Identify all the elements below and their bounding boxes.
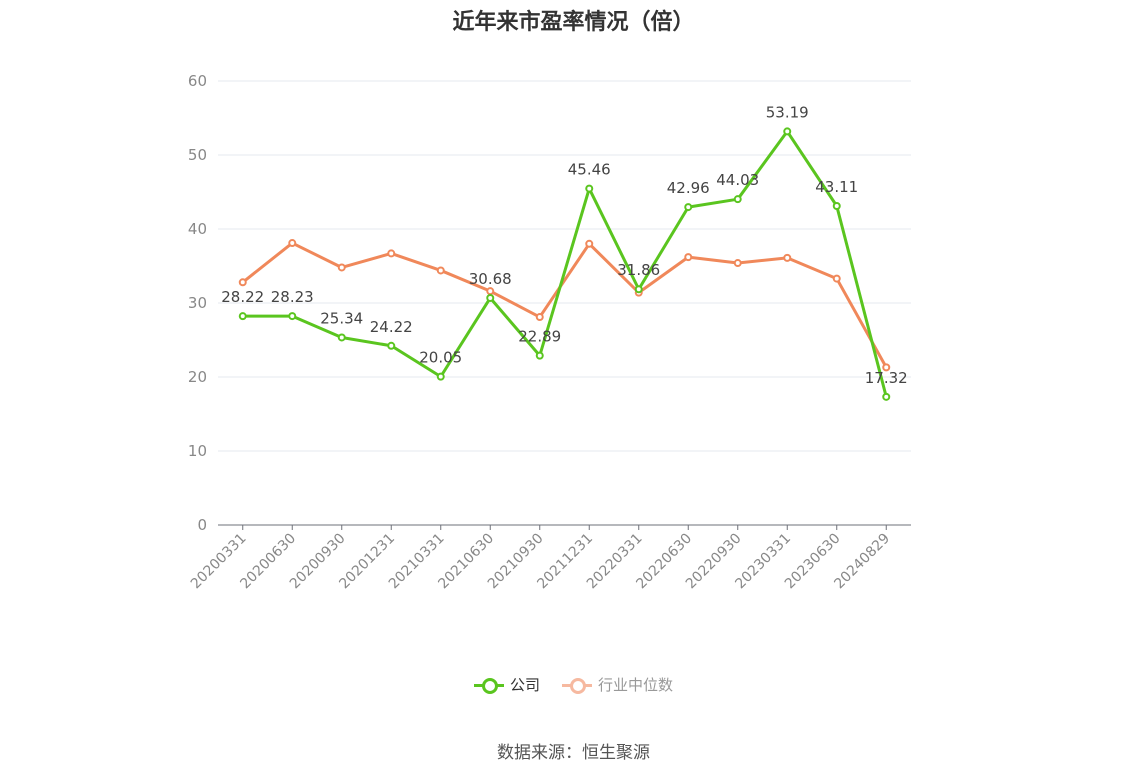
data-point-industry (486, 287, 495, 296)
data-point-industry (288, 239, 297, 248)
data-label-company: 44.03 (716, 171, 759, 189)
y-tick-label: 50 (188, 146, 207, 164)
data-point-company (535, 351, 544, 360)
y-tick-label: 60 (188, 72, 207, 90)
data-point-company (634, 285, 643, 294)
legend-label-industry: 行业中位数 (598, 676, 674, 694)
data-point-company (585, 184, 594, 193)
y-tick-label: 0 (197, 516, 207, 534)
legend-item-industry[interactable]: 行业中位数 (562, 674, 673, 695)
data-point-company (238, 312, 247, 321)
data-point-company (387, 341, 396, 350)
data-labels: 28.22 28.23 25.34 24.22 20.05 30.68 22.89 45.46… (221, 103, 907, 386)
data-point-industry (387, 249, 396, 258)
y-tick-label: 40 (188, 220, 207, 238)
legend-swatch-company (473, 677, 504, 694)
y-tick-label: 20 (188, 368, 207, 386)
data-point-company (783, 127, 792, 136)
series-line-company (242, 129, 888, 398)
data-label-company: 20.05 (419, 349, 462, 367)
data-source-note: 数据来源：恒生聚源 (497, 743, 650, 763)
data-label-company: 28.23 (271, 288, 314, 306)
legend-label-company: 公司 (509, 676, 540, 694)
data-point-industry (585, 239, 594, 248)
legend-item-company[interactable]: 公司 (473, 674, 540, 695)
data-point-industry (882, 363, 891, 372)
data-label-company: 17.32 (865, 369, 908, 387)
data-point-industry (684, 253, 693, 262)
data-label-company: 30.68 (469, 270, 512, 288)
data-label-company: 43.11 (815, 178, 858, 196)
data-label-company: 45.46 (568, 161, 611, 179)
data-label-company: 42.96 (667, 179, 710, 197)
data-point-company (733, 195, 742, 204)
data-label-company: 53.19 (766, 103, 809, 121)
data-point-company (684, 203, 693, 212)
data-point-industry (832, 274, 841, 283)
legend-swatch-industry (562, 677, 592, 694)
data-label-company: 25.34 (320, 309, 363, 327)
data-point-company (882, 392, 891, 401)
chart-title: 近年来市盈率情况（倍） (452, 10, 695, 35)
data-point-industry (337, 263, 346, 272)
y-tick-label: 10 (188, 442, 207, 460)
data-label-company: 31.86 (617, 261, 660, 279)
data-point-company (486, 293, 495, 302)
series-lines (238, 127, 891, 401)
legend: 公司 行业中位数 (0, 674, 1147, 695)
data-point-industry (783, 253, 792, 262)
data-label-company: 22.89 (518, 328, 561, 346)
data-point-company (288, 312, 297, 321)
data-point-industry (733, 259, 742, 268)
data-label-company: 28.22 (221, 288, 264, 306)
data-point-industry (436, 266, 445, 275)
grid-lines (218, 80, 911, 452)
data-point-company (337, 333, 346, 342)
data-label-company: 24.22 (370, 318, 413, 336)
data-point-company (436, 372, 445, 381)
data-point-industry (238, 278, 247, 287)
y-tick-label: 30 (188, 294, 207, 312)
data-point-industry (535, 313, 544, 322)
data-point-company (832, 201, 841, 210)
series-line-industry (241, 241, 888, 369)
